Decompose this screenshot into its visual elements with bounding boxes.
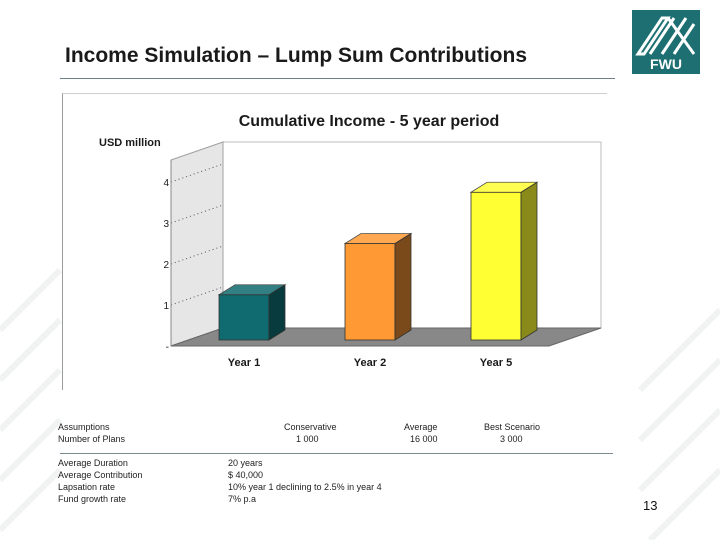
logo-stripes-icon — [635, 16, 696, 56]
y-tick-label: 3 — [163, 219, 169, 230]
row-value: 20 years — [228, 458, 263, 468]
bar-side — [520, 181, 538, 341]
row-label: Average Contribution — [58, 470, 143, 480]
bar-top — [217, 284, 287, 296]
y-tick-label: 4 — [163, 178, 169, 189]
y-tick-label: - — [166, 342, 169, 353]
fwu-logo: FWU — [632, 10, 700, 74]
column-conservative: Conservative — [284, 422, 337, 432]
bar — [218, 294, 270, 341]
chart-title: Cumulative Income - 5 year period — [239, 113, 500, 130]
plans-average: 16 000 — [410, 434, 438, 444]
chart-frame: Cumulative Income - 5 year period USD mi… — [62, 93, 607, 390]
row-value: 7% p.a — [228, 494, 257, 504]
bar — [344, 243, 396, 341]
bar — [470, 191, 522, 341]
y-tick-label: 1 — [163, 301, 169, 312]
bar-chart: Cumulative Income - 5 year period USD mi… — [99, 113, 602, 369]
x-tick-label: Year 5 — [480, 357, 512, 369]
row-value: 10% year 1 declining to 2.5% in year 4 — [228, 482, 382, 492]
assumptions-heading: Assumptions — [58, 422, 110, 432]
row-label: Average Duration — [58, 458, 128, 468]
chart-side-wall — [170, 141, 224, 347]
row-value: $ 40,000 — [228, 470, 264, 480]
column-average: Average — [404, 422, 438, 432]
bar-side — [394, 232, 412, 341]
slide-title: Income Simulation – Lump Sum Contributio… — [65, 44, 528, 67]
row-label: Fund growth rate — [58, 494, 127, 504]
chart-plot-area: - 1 2 3 4 Year 1 Year 2 Year 5 — [163, 141, 602, 369]
logo-text: FWU — [650, 56, 682, 72]
plans-best-scenario: 3 000 — [500, 434, 523, 444]
x-tick-label: Year 1 — [228, 357, 260, 369]
y-axis-label: USD million — [99, 137, 161, 149]
number-of-plans-label: Number of Plans — [58, 434, 126, 444]
page-number: 13 — [643, 498, 658, 513]
bar-top — [343, 233, 413, 244]
bar-top — [469, 181, 539, 193]
plans-conservative: 1 000 — [296, 434, 319, 444]
y-tick-label: 2 — [163, 260, 169, 271]
column-best-scenario: Best Scenario — [484, 422, 541, 432]
assumptions-divider — [60, 453, 613, 454]
x-tick-label: Year 2 — [354, 357, 386, 369]
row-label: Lapsation rate — [58, 482, 116, 492]
title-divider — [60, 78, 615, 79]
